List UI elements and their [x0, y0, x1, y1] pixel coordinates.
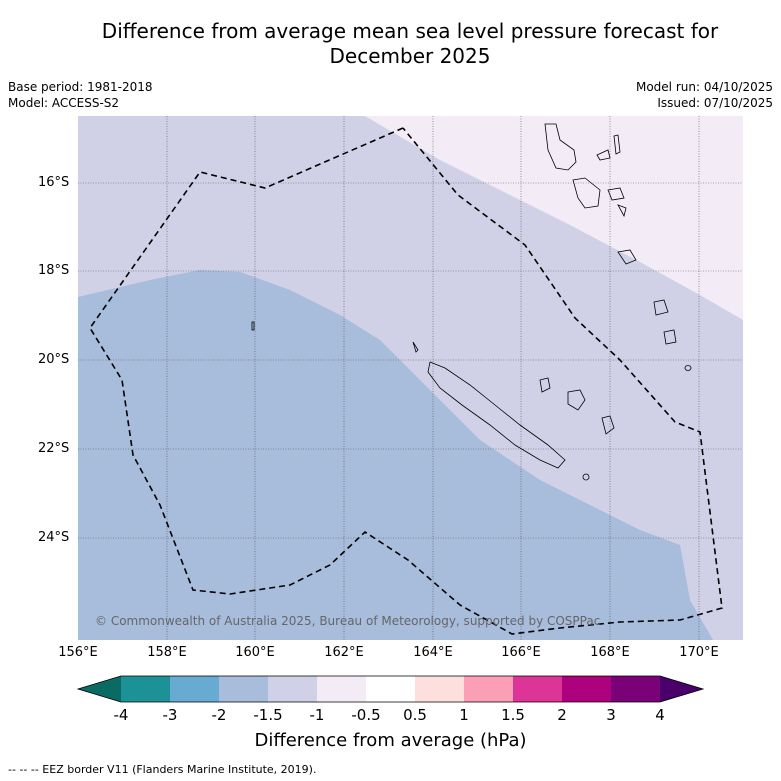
lat-label-18s: 18°S — [38, 263, 70, 278]
lon-label-168e: 168°E — [590, 645, 630, 660]
colorbar-cell-3 — [268, 676, 317, 702]
colorbar-cell-5 — [366, 676, 415, 702]
colorbar-tick-label: -1 — [309, 706, 325, 724]
colorbar-cell-6 — [415, 676, 464, 702]
island-efate — [617, 249, 637, 265]
island-mare — [601, 415, 615, 435]
colorbar-cell-4 — [317, 676, 366, 702]
colorbar-tick-label: -1.5 — [253, 706, 283, 724]
colorbar-cell-10 — [611, 676, 660, 702]
lat-label-24s: 24°S — [38, 530, 70, 545]
meta-left: Base period: 1981-2018 Model: ACCESS-S2 — [8, 79, 153, 111]
island-aneityum — [684, 365, 692, 371]
lon-label-158e: 158°E — [147, 645, 187, 660]
island-epi — [617, 204, 627, 218]
colorbar-tick-label: 0.5 — [403, 706, 427, 724]
meta-right: Model run: 04/10/2025 Issued: 07/10/2025 — [636, 79, 773, 111]
lon-label-170e: 170°E — [679, 645, 719, 660]
colorbar-cell-1 — [170, 676, 219, 702]
eez-note: -- -- -- EEZ border V11 (Flanders Marine… — [8, 763, 317, 776]
colorbar — [76, 675, 705, 703]
lon-label-156e: 156°E — [58, 645, 98, 660]
lat-label-20s: 20°S — [38, 352, 70, 367]
colorbar-tick-label: 2 — [557, 706, 567, 724]
colorbar-tick-label: -4 — [113, 706, 129, 724]
colorbar-cell-7 — [464, 676, 513, 702]
colorbar-tick-label: 3 — [606, 706, 616, 724]
chart-title: Difference from average mean sea level p… — [40, 19, 780, 69]
title-line-1: Difference from average mean sea level p… — [101, 19, 719, 43]
colorbar-tick-label: -2 — [211, 706, 227, 724]
colorbar-tick-label: 4 — [655, 706, 665, 724]
colorbar-tick-label: -0.5 — [351, 706, 381, 724]
belep-islands — [412, 341, 419, 353]
colorbar-cell-0 — [121, 676, 170, 702]
eez-border — [89, 127, 723, 635]
issued-date: Issued: 07/10/2025 — [657, 96, 773, 110]
lon-label-166e: 166°E — [501, 645, 541, 660]
map-area — [78, 116, 743, 640]
island-ambrym — [607, 187, 625, 201]
lat-label-22s: 22°S — [38, 441, 70, 456]
new-caledonia — [427, 361, 566, 469]
lon-label-164e: 164°E — [413, 645, 453, 660]
colorbar-title: Difference from average (hPa) — [254, 730, 527, 751]
colorbar-extend-low — [78, 676, 121, 702]
colorbar-cell-9 — [562, 676, 611, 702]
lat-label-16s: 16°S — [38, 175, 70, 190]
gridlines — [78, 116, 743, 640]
model-name: Model: ACCESS-S2 — [8, 96, 120, 110]
colorbar-tick-label: 1.5 — [501, 706, 525, 724]
island-erromango — [653, 299, 669, 316]
colorbar-tick-label: 1 — [459, 706, 469, 724]
band-minus1 — [365, 116, 743, 320]
lon-label-162e: 162°E — [324, 645, 364, 660]
chesterfield-islands — [251, 321, 255, 331]
model-run: Model run: 04/10/2025 — [635, 80, 773, 94]
island-ambae — [596, 149, 611, 161]
copyright-notice: © Commonwealth of Australia 2025, Bureau… — [95, 614, 601, 628]
island-lifou — [567, 389, 586, 411]
colorbar-extend-high — [660, 676, 703, 702]
band-minus2 — [78, 270, 713, 640]
island-malakula — [572, 177, 601, 209]
colorbar-cells — [121, 676, 660, 702]
colorbar-cell-2 — [219, 676, 268, 702]
isle-of-pines — [582, 473, 590, 481]
base-period: Base period: 1981-2018 — [8, 80, 153, 94]
island-tanna — [663, 329, 677, 345]
title-line-2: December 2025 — [329, 44, 491, 68]
lon-label-160e: 160°E — [235, 645, 275, 660]
island-ouvea — [539, 377, 551, 393]
colorbar-cell-8 — [513, 676, 562, 702]
colorbar-tick-label: -3 — [162, 706, 178, 724]
island-maewo — [613, 134, 621, 155]
island-espiritu-santo — [544, 123, 577, 171]
colorbar-outline — [76, 675, 705, 703]
